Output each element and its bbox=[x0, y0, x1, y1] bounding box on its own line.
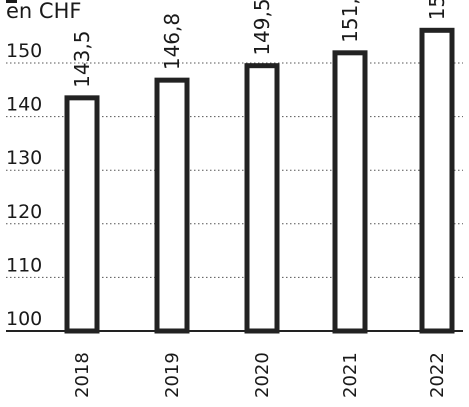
x-tick-label: 2019 bbox=[162, 352, 183, 398]
bar-value-label: 149,5 bbox=[250, 0, 274, 56]
y-tick-label: 150 bbox=[6, 40, 42, 62]
bar bbox=[244, 63, 280, 334]
bar bbox=[332, 50, 368, 334]
y-tick-label: 110 bbox=[6, 254, 42, 276]
y-tick-label: 130 bbox=[6, 147, 42, 169]
unit-label: en CHF bbox=[6, 0, 82, 23]
x-tick-label: 2020 bbox=[252, 352, 273, 398]
bar-value-label: 143,5 bbox=[70, 31, 94, 88]
x-tick-label: 2022 bbox=[427, 352, 448, 398]
y-tick-label: 120 bbox=[6, 201, 42, 223]
y-tick-label: 100 bbox=[6, 308, 42, 330]
title-fragment-mark bbox=[6, 0, 17, 3]
bar-value-label: 146,8 bbox=[160, 13, 184, 70]
x-tick-label: 2018 bbox=[72, 352, 93, 398]
bar-value-label: 156,1 bbox=[425, 0, 449, 20]
bar bbox=[154, 77, 190, 334]
y-tick-label: 140 bbox=[6, 94, 42, 116]
bar-value-label: 151,9 bbox=[338, 0, 362, 43]
bar bbox=[419, 27, 455, 334]
x-tick-label: 2021 bbox=[340, 352, 361, 398]
bar bbox=[64, 95, 100, 334]
